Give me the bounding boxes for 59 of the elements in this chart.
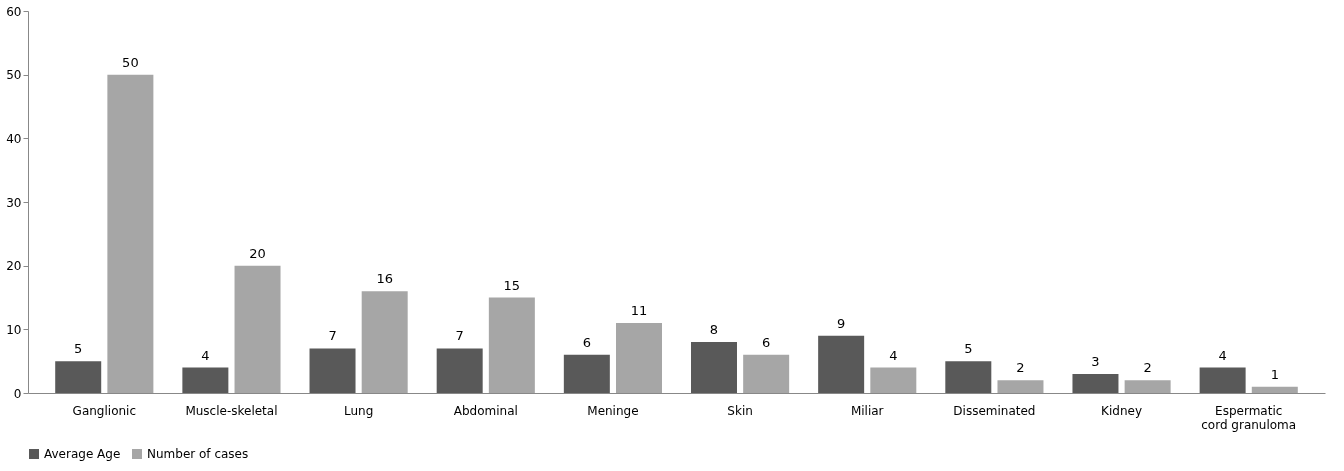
data-label: 7 [455, 328, 464, 344]
bar [870, 367, 917, 393]
bar [309, 348, 356, 393]
x-tick-label: Abdominal [453, 403, 518, 418]
data-label: 7 [328, 328, 337, 344]
data-label: 20 [249, 245, 266, 261]
bar [107, 74, 154, 393]
bar [616, 322, 663, 393]
bar [1124, 380, 1171, 393]
bar [1199, 367, 1246, 393]
data-label: 4 [1218, 347, 1227, 363]
data-label: 9 [837, 315, 846, 331]
x-tick-label: Miliar [850, 403, 884, 418]
y-tick-label: 0 [13, 386, 22, 401]
data-label: 5 [74, 341, 83, 357]
x-tick-label: Ganglionic [72, 403, 137, 418]
y-tick-label: 50 [6, 68, 22, 83]
data-label: 8 [709, 322, 719, 338]
data-label: 50 [122, 54, 139, 70]
data-label: 4 [201, 347, 210, 363]
data-label: 3 [1091, 353, 1100, 369]
data-label: 15 [503, 277, 521, 293]
data-label: 16 [376, 271, 393, 287]
data-label: 2 [1143, 360, 1152, 376]
bar [361, 291, 408, 393]
bar [488, 297, 535, 393]
bar [818, 335, 865, 393]
x-tick-label: Lung [343, 403, 374, 418]
x-tick-label: Muscle-skeletal [185, 403, 278, 418]
y-tick-label: 40 [6, 131, 22, 146]
data-label: 1 [1270, 366, 1279, 382]
legend-label: Number of cases [147, 447, 249, 461]
data-label: 11 [630, 302, 648, 318]
y-tick-label: 20 [6, 259, 22, 274]
bar [1072, 373, 1119, 393]
bar [436, 348, 483, 393]
legend-label: Average Age [44, 447, 121, 461]
data-label: 5 [964, 341, 973, 357]
bar [55, 361, 102, 393]
bar [945, 361, 992, 393]
bar [743, 354, 790, 393]
bar [690, 342, 737, 393]
x-tick-label: Skin [727, 403, 753, 418]
x-tick-label: Kidney [1101, 403, 1143, 418]
y-tick-label: 30 [6, 195, 22, 210]
x-tick-label: Disseminated [953, 403, 1036, 418]
x-tick-label: Espermatic cord granuloma [1201, 403, 1297, 432]
bar [997, 380, 1044, 393]
bar [563, 354, 610, 393]
bar [1251, 386, 1298, 393]
y-tick-label: 10 [6, 322, 22, 337]
bar [182, 367, 229, 393]
y-tick-label: 60 [6, 4, 22, 19]
data-label: 6 [762, 334, 771, 350]
bar [234, 265, 281, 393]
data-label: 4 [889, 347, 898, 363]
data-label: 2 [1016, 360, 1025, 376]
data-label: 6 [582, 334, 591, 350]
x-tick-label: Meninge [587, 403, 639, 418]
